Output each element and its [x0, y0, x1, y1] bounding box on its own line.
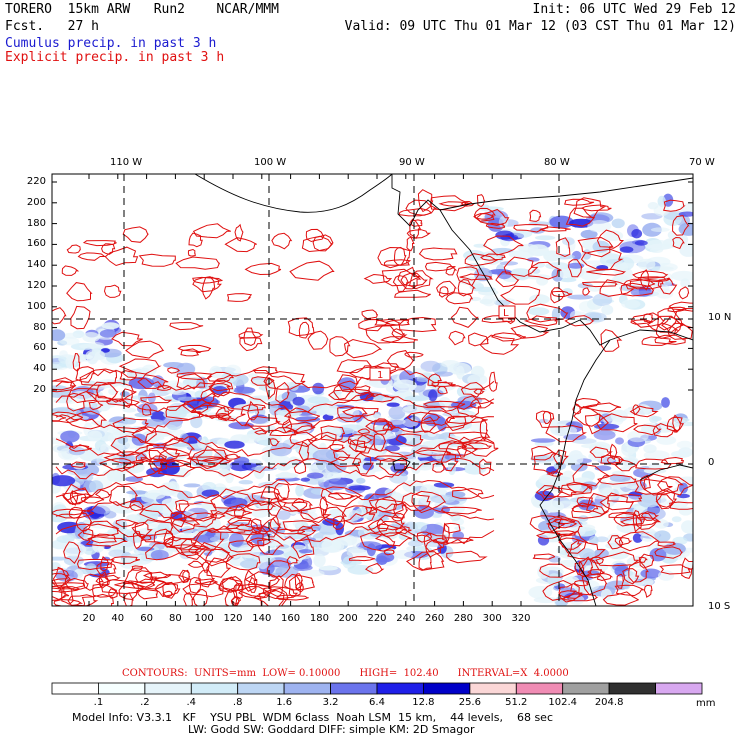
lat-lon-grid: [52, 174, 693, 606]
valid-time: Valid: 09 UTC Thu 01 Mar 12 (03 CST Thu …: [344, 19, 736, 34]
lat-label-10s: 10 S: [708, 601, 731, 612]
x-tick-20: 20: [82, 613, 96, 624]
lon-label-110w: 110 W: [110, 157, 143, 168]
color-bar-label: 12.8: [412, 697, 435, 708]
color-bar-label: .1: [93, 697, 104, 708]
y-tick-40: 40: [33, 363, 46, 375]
x-tick-100: 100: [194, 613, 214, 624]
y-tick-180: 180: [26, 217, 46, 229]
x-tick-160: 160: [281, 613, 301, 624]
explicit-precip-contours: [52, 189, 693, 606]
color-bar-label: 1.6: [276, 697, 293, 708]
cumulus-label: Cumulus precip. in past 3 h: [5, 36, 217, 51]
y-tick-140: 140: [26, 259, 46, 271]
init-time: Init: 06 UTC Wed 29 Feb 12: [532, 2, 737, 17]
y-tick-220: 220: [26, 176, 46, 187]
color-bar-label: 3.2: [322, 697, 339, 708]
x-tick-240: 240: [396, 613, 416, 624]
x-tick-180: 180: [309, 613, 329, 624]
forecast-hour: Fcst. 27 h: [5, 19, 99, 34]
color-bar-unit: mm: [696, 698, 716, 709]
model-info-line2: LW: Godd SW: Goddard DIFF: simple KM: 2D…: [188, 723, 475, 736]
x-tick-320: 320: [511, 613, 531, 624]
x-tick-80: 80: [169, 613, 182, 624]
y-tick-160: 160: [26, 238, 46, 250]
box-label-l-text: L: [503, 308, 509, 319]
color-bar-label: .8: [232, 697, 243, 708]
coastline: [194, 174, 693, 606]
x-tick-200: 200: [338, 613, 358, 624]
lon-label-90w: 90 W: [399, 157, 425, 168]
lon-label-70w: 70 W: [689, 157, 715, 168]
explicit-label: Explicit precip. in past 3 h: [5, 50, 225, 65]
box-label-1: 1: [369, 367, 391, 381]
lon-label-100w: 100 W: [254, 157, 287, 168]
x-tick-120: 120: [223, 613, 243, 624]
color-bar-label: .4: [186, 697, 197, 708]
x-tick-300: 300: [482, 613, 502, 624]
y-tick-60: 60: [33, 342, 46, 354]
cumulus-shading: [52, 193, 693, 606]
y-tick-200: 200: [26, 196, 46, 208]
y-tick-20: 20: [33, 384, 46, 395]
x-tick-60: 60: [140, 613, 153, 624]
box-label-1-text: 1: [377, 370, 383, 381]
color-bar-label: 102.4: [548, 697, 578, 708]
x-tick-260: 260: [425, 613, 445, 624]
y-tick-80: 80: [33, 321, 46, 333]
x-tick-40: 40: [111, 613, 125, 624]
x-tick-140: 140: [252, 613, 272, 624]
color-bar-label: 51.2: [505, 697, 528, 708]
model-title: TORERO 15km ARW Run2 NCAR/MMM: [5, 2, 279, 17]
color-bar-label: 204.8: [594, 697, 624, 708]
box-label-l: L: [498, 305, 516, 319]
y-tick-100: 100: [26, 300, 46, 312]
lat-label-10n: 10 N: [708, 312, 732, 323]
y-tick-120: 120: [26, 280, 46, 291]
x-tick-220: 220: [367, 613, 387, 624]
x-tick-280: 280: [453, 613, 473, 624]
color-bar-label: 25.6: [458, 697, 481, 708]
model-info-line1: Model Info: V3.3.1 KF YSU PBL WDM 6class…: [72, 711, 553, 724]
color-bar-label: 6.4: [369, 697, 385, 708]
lat-label-0: 0: [708, 457, 715, 468]
lon-label-80w: 80 W: [544, 157, 570, 168]
color-bar-label: .2: [140, 697, 150, 708]
contour-info: CONTOURS: UNITS=mm LOW= 0.10000 HIGH= 10…: [122, 668, 569, 679]
